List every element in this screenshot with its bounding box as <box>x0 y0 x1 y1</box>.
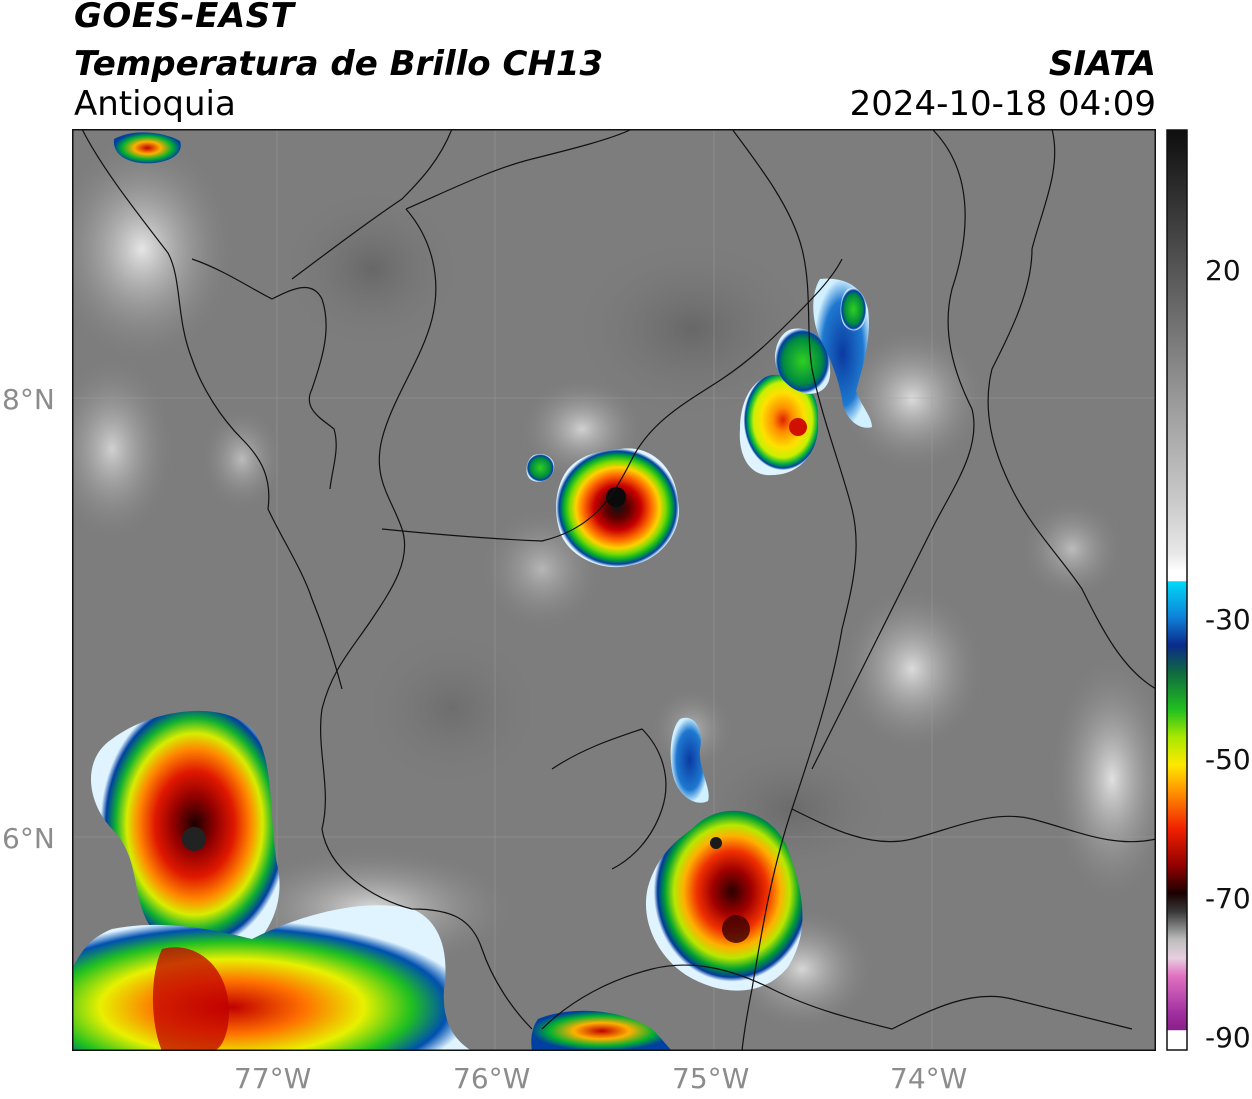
gulf-coast <box>191 258 337 490</box>
cordoba-bolivar <box>381 258 843 542</box>
northwest-cell <box>113 132 181 164</box>
far-east <box>987 129 1156 690</box>
east-boundary <box>811 129 975 770</box>
colorbar-tick-20: 20 <box>1205 254 1241 287</box>
colorbar-tick-minus30: -30 <box>1205 603 1251 636</box>
northeast-storm <box>739 374 819 476</box>
satellite-map[interactable] <box>72 129 1156 1051</box>
central-storm <box>556 448 680 568</box>
magdalena-river <box>731 129 857 1051</box>
borders <box>81 129 1156 1051</box>
storm-cells <box>72 132 872 1051</box>
lat-label-8n: 8°N <box>2 383 55 416</box>
colorbar-tick-minus50: -50 <box>1205 743 1251 776</box>
colorbar <box>1166 129 1188 1051</box>
satellite-title: GOES-EAST <box>74 0 295 36</box>
colombia-coast-north <box>291 129 453 280</box>
lon-label-74w: 74°W <box>890 1062 968 1095</box>
lat-label-6n: 6°N <box>2 822 55 855</box>
southeast-storm <box>645 810 803 991</box>
colorbar-tick-minus70: -70 <box>1205 882 1251 915</box>
colorbar-tick-minus90: -90 <box>1205 1021 1251 1054</box>
coastline-urabá <box>81 129 343 690</box>
region-label: Antioquia <box>74 84 236 124</box>
southeast-storm-core-2 <box>722 915 750 943</box>
bottom-cell <box>531 1010 672 1051</box>
northeast-green-top <box>840 288 867 331</box>
org-label: SIATA <box>1048 44 1156 84</box>
lon-label-75w: 75°W <box>672 1062 750 1095</box>
datetime-label: 2024-10-18 04:09 <box>849 84 1156 124</box>
caldas-boundary <box>551 728 667 870</box>
lon-label-77w: 77°W <box>234 1062 312 1095</box>
northeast-green-cell <box>774 328 831 394</box>
map-frame <box>72 129 1156 1051</box>
antioquia-boundary <box>320 208 533 1030</box>
central-storm-core <box>606 487 626 507</box>
antioquia-east <box>405 129 633 210</box>
west-storm-core <box>182 827 206 851</box>
small-green-cell <box>526 453 555 482</box>
southeast-storm-core <box>710 837 722 849</box>
product-title: Temperatura de Brillo CH13 <box>74 44 604 84</box>
northeast-storm-core <box>789 418 807 436</box>
southeast-boundary <box>791 808 1156 843</box>
south-boundary <box>541 964 1133 1030</box>
lon-label-76w: 76°W <box>453 1062 531 1095</box>
south-storm-core <box>152 947 229 1051</box>
southeast-blue-tail <box>670 717 709 803</box>
